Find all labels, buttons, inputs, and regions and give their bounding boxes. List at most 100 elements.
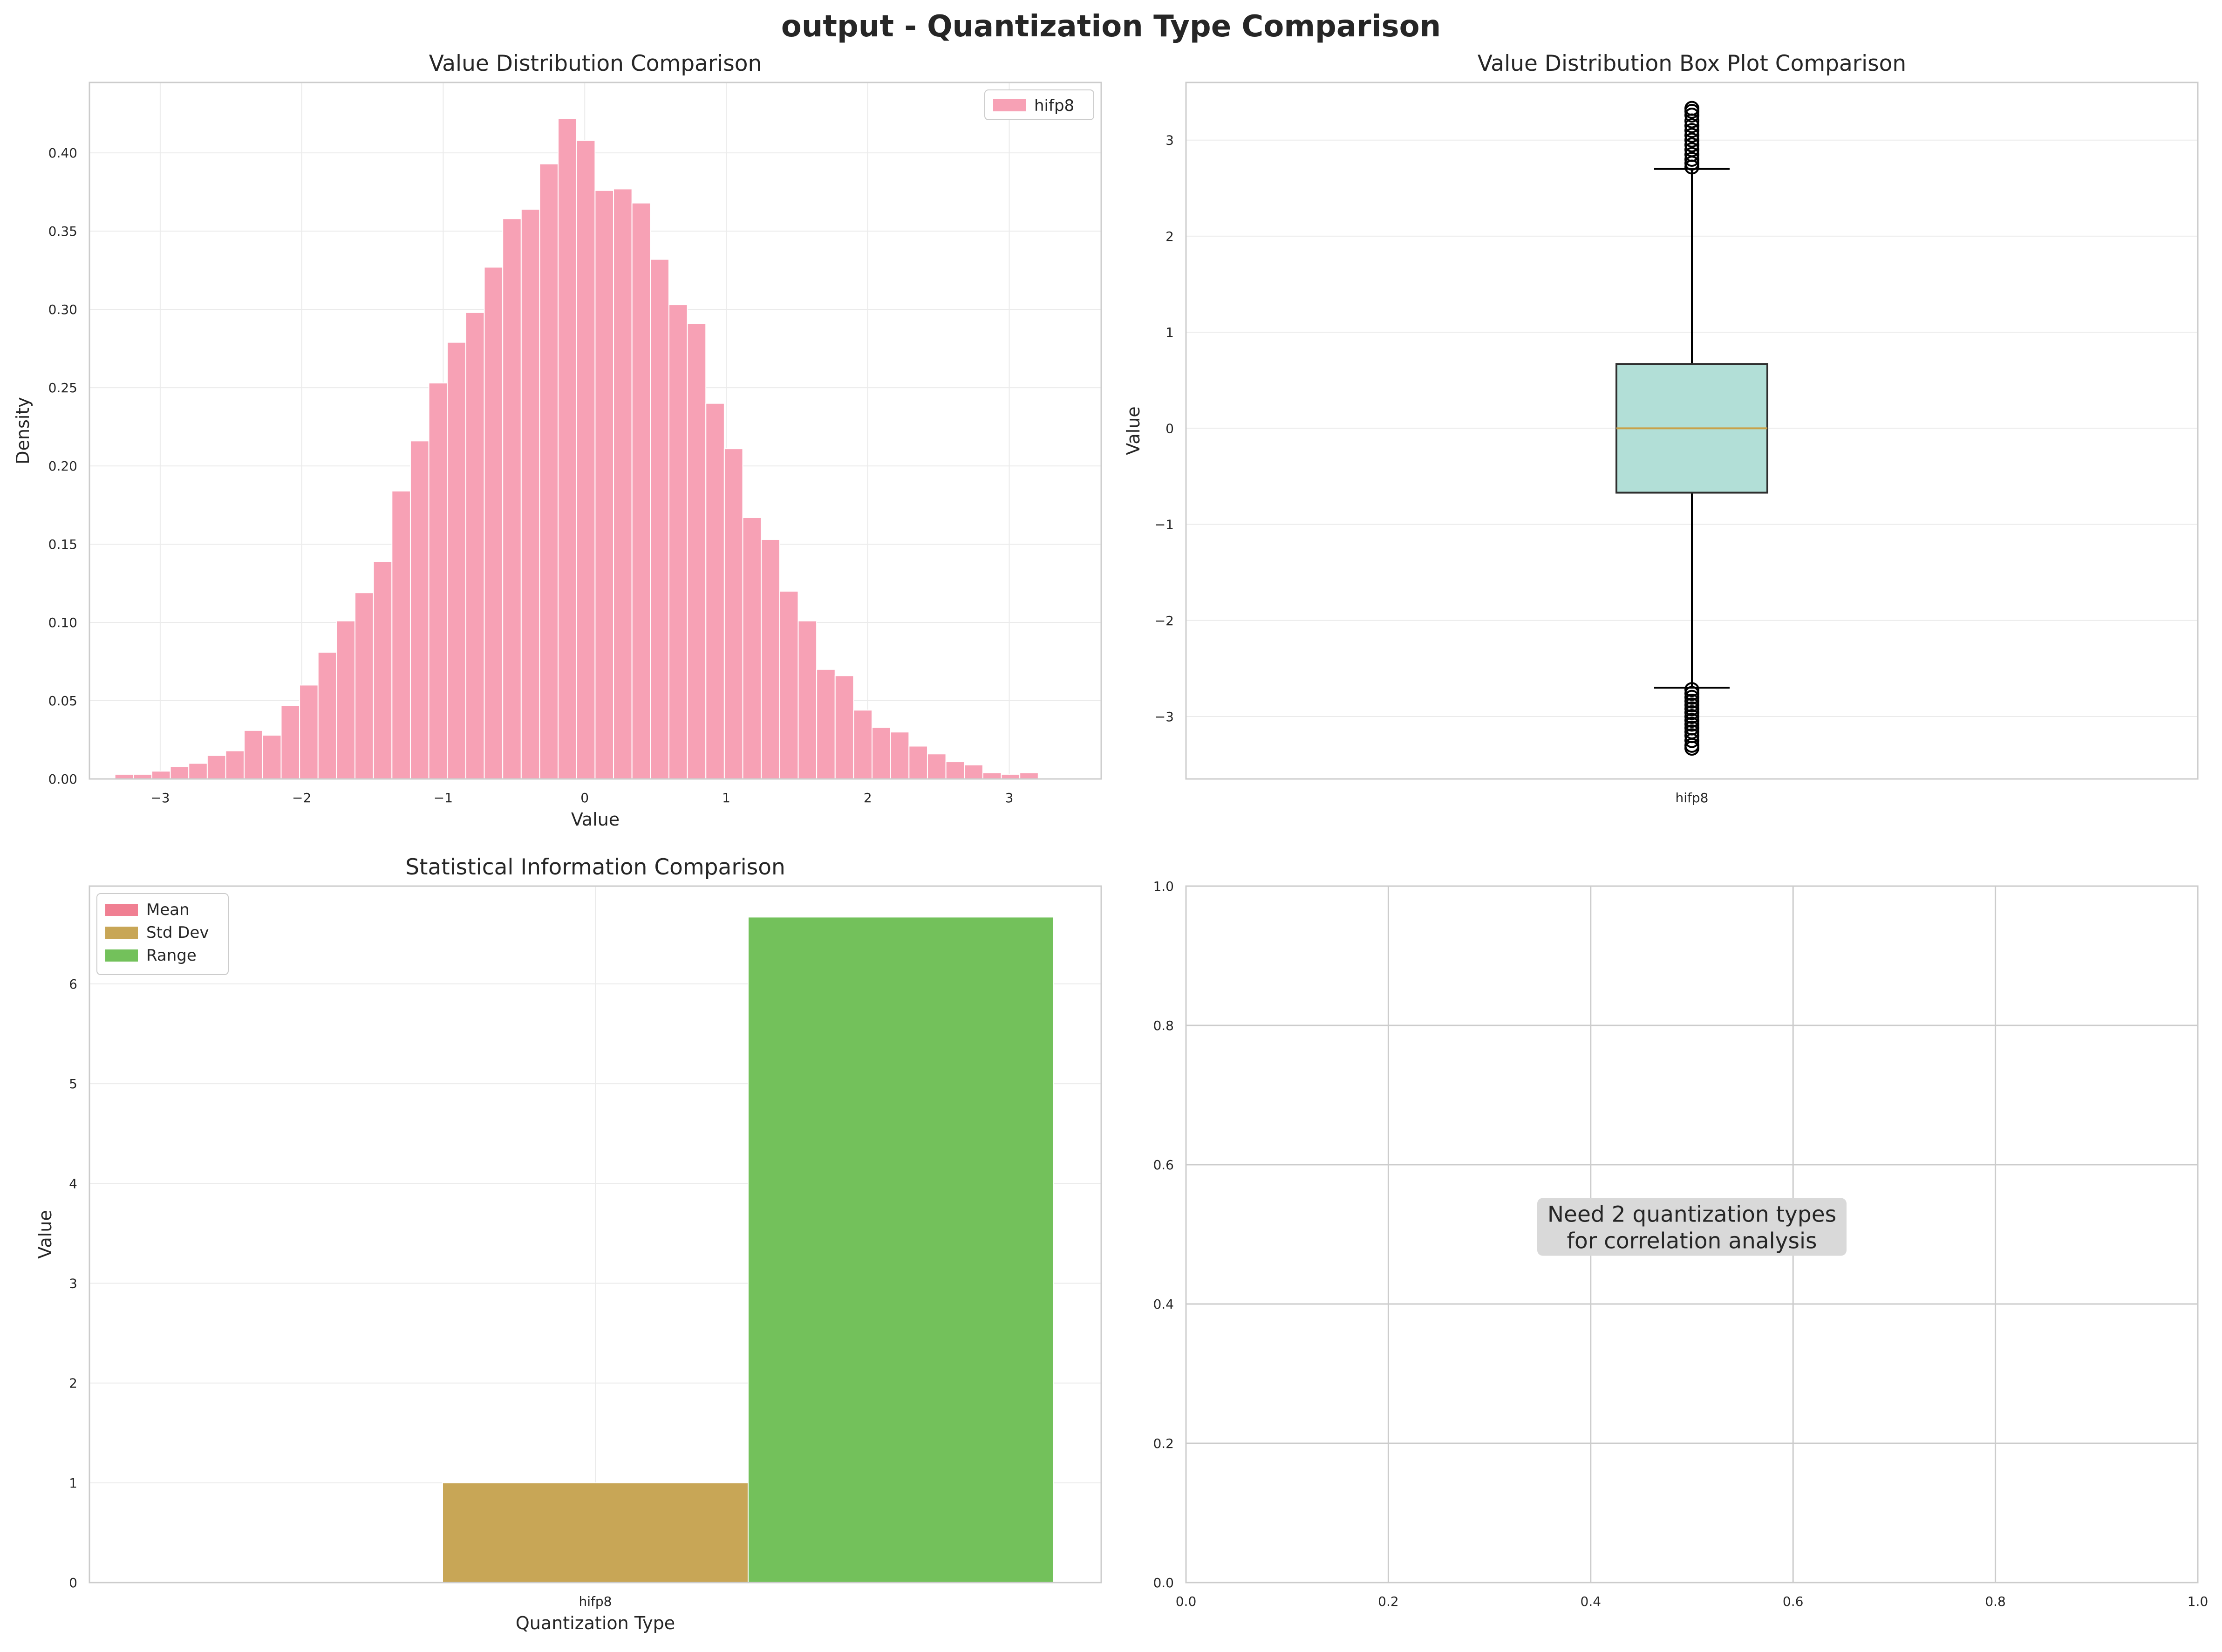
histogram-bar	[982, 772, 1002, 779]
outlier-point	[1684, 705, 1699, 720]
histogram-bar	[428, 382, 448, 779]
x-axis-label-3: Quantization Type	[516, 1613, 675, 1633]
panel-title-2: Value Distribution Box Plot Comparison	[1478, 51, 1906, 76]
x-tick-label: −3	[150, 790, 170, 806]
histogram-bar	[576, 140, 596, 780]
y-tick-label: 3	[1166, 133, 1174, 148]
y-tick-label: −2	[1155, 613, 1174, 628]
histogram-bar	[373, 561, 393, 779]
annotation-box	[1537, 1198, 1847, 1256]
outlier-point	[1684, 713, 1699, 728]
outlier-point	[1684, 118, 1699, 133]
outlier-point	[1684, 733, 1699, 748]
annotation-line-2: for correlation analysis	[1567, 1229, 1817, 1254]
y-tick-label: 0.30	[48, 302, 77, 317]
legend-swatch-std-dev	[105, 927, 138, 939]
histogram-bar	[114, 773, 134, 780]
histogram-bar	[668, 304, 688, 779]
histogram-bar	[650, 259, 669, 779]
histogram-bar	[520, 209, 540, 780]
legend-label-mean: Mean	[146, 901, 190, 919]
histogram-bar	[945, 761, 965, 779]
histogram-bar	[299, 684, 319, 780]
x-tick-label: 3	[1005, 790, 1014, 806]
histogram-bar	[484, 266, 504, 779]
x-tick-label: 0.2	[1378, 1594, 1399, 1609]
plot-frame-3	[89, 885, 1102, 1584]
y-tick-label: 2	[69, 1376, 77, 1391]
y-tick-label: 0.05	[48, 693, 77, 709]
histogram-bar	[170, 766, 190, 779]
histogram-panel: −3 −2 −1 0 1 2 3 0.00 0.05 0.10 0.15 0.20 0.25 0.30 0.…	[13, 51, 1102, 830]
bar-std-dev	[442, 1482, 749, 1584]
histogram-bar	[779, 590, 799, 779]
y-tick-label: 0.8	[1153, 1018, 1174, 1033]
histogram-bar	[502, 218, 522, 779]
legend-label-std-dev: Std Dev	[146, 923, 209, 942]
outlier-point	[1684, 697, 1699, 713]
x-tick-label: 1	[722, 790, 730, 806]
y-axis-label-1: Density	[13, 397, 33, 464]
histogram-bar	[1019, 772, 1039, 779]
x-tick-label: −1	[434, 790, 453, 806]
histogram-bar	[317, 651, 337, 780]
y-tick-label: 0.10	[48, 615, 77, 630]
y-tick-label: 0.20	[48, 458, 77, 474]
histogram-bar	[834, 675, 854, 779]
legend-box	[984, 89, 1094, 120]
outlier-point	[1684, 682, 1699, 697]
histogram-bar	[225, 750, 245, 779]
outlier-point	[1684, 128, 1699, 143]
legend-swatch-mean	[105, 904, 138, 916]
legend-label-hifp8: hifp8	[1034, 96, 1074, 115]
histogram-bar	[354, 592, 374, 780]
outlier-point	[1684, 741, 1699, 756]
histogram-bar	[964, 764, 983, 779]
y-tick-label: 3	[69, 1276, 77, 1291]
histogram-bar	[465, 312, 485, 779]
x-tick-label: hifp8	[579, 1594, 612, 1609]
outlier-point	[1684, 701, 1699, 717]
outlier-point	[1684, 689, 1699, 705]
legend-swatch-range	[105, 949, 138, 962]
y-tick-label: 0.15	[48, 537, 77, 552]
x-tick-label: 2	[864, 790, 872, 806]
y-tick-label: 2	[1166, 229, 1174, 244]
histogram-bar	[391, 490, 411, 779]
outlier-point	[1684, 142, 1699, 157]
outlier-point	[1684, 693, 1699, 709]
panel-title-3: Statistical Information Comparison	[405, 854, 785, 880]
y-tick-label: 0.2	[1153, 1436, 1174, 1451]
outlier-point	[1684, 101, 1699, 116]
histogram-bar	[1001, 773, 1021, 780]
y-tick-label: 6	[69, 976, 77, 992]
y-tick-label: 0.6	[1153, 1157, 1174, 1173]
histogram-bar	[853, 710, 873, 780]
x-axis-label-1: Value	[571, 809, 620, 830]
histogram-bar	[539, 163, 559, 779]
y-tick-label: 0.4	[1153, 1297, 1174, 1312]
histogram-bar	[594, 190, 614, 780]
y-tick-label: 1.0	[1153, 879, 1174, 894]
plot-frame-1	[89, 82, 1102, 780]
x-tick-label: hifp8	[1676, 790, 1709, 806]
x-tick-label: 1.0	[2188, 1594, 2208, 1609]
outlier-point	[1684, 686, 1699, 701]
annotation-line-1: Need 2 quantization types	[1547, 1202, 1836, 1228]
y-tick-label: 0	[1166, 421, 1174, 436]
y-tick-label: 1	[1166, 325, 1174, 340]
histogram-bar	[151, 771, 171, 780]
y-tick-label: −3	[1155, 709, 1174, 724]
histogram-bar	[797, 620, 818, 780]
x-tick-label: 0.6	[1783, 1594, 1804, 1609]
legend-swatch-hifp8	[993, 99, 1026, 111]
x-tick-label: 0.4	[1581, 1594, 1602, 1609]
bar-range	[748, 916, 1054, 1583]
figure-suptitle: output - Quantization Type Comparison	[781, 9, 1441, 44]
y-tick-label: 0	[69, 1575, 77, 1591]
histogram-bar	[613, 188, 633, 779]
histogram-bar	[723, 448, 743, 779]
histogram-bar	[133, 773, 152, 780]
histogram-bar	[336, 620, 356, 780]
stats-bar-panel: 0 1 2 3 4 5 6 hifp8 Statistical Information Comp…	[35, 854, 1102, 1633]
